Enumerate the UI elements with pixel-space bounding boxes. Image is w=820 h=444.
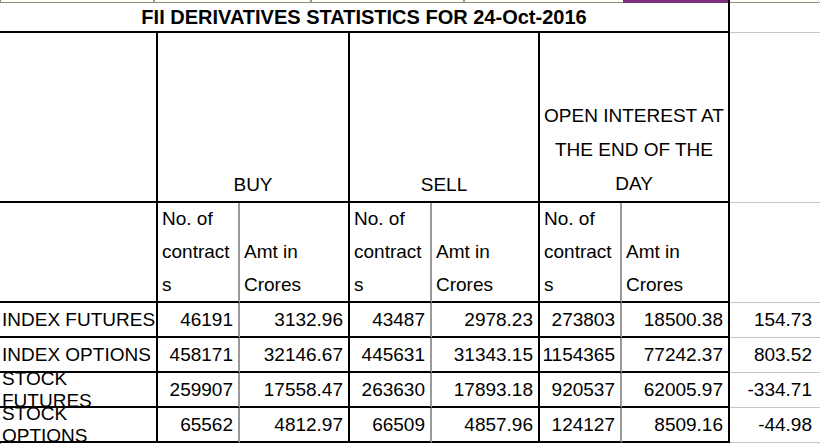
cell-net-value[interactable]: 803.52	[730, 338, 820, 373]
oi-amount-subheader[interactable]: Amt in Crores	[622, 203, 730, 303]
cell-buy-amount[interactable]: 4812.97	[240, 408, 350, 443]
cell-sell-amount[interactable]: 4857.96	[432, 408, 540, 443]
cell-oi-amount[interactable]: 18500.38	[622, 303, 730, 338]
cell-sell-contracts[interactable]: 66509	[350, 408, 432, 443]
cell-oi-contracts[interactable]: 920537	[540, 373, 622, 408]
row-label[interactable]: STOCK FUTURES	[0, 373, 158, 408]
cell-net-value[interactable]: -334.71	[730, 373, 820, 408]
cell-oi-contracts[interactable]: 273803	[540, 303, 622, 338]
sell-section-header[interactable]: SELL	[350, 33, 540, 203]
sell-amount-subheader[interactable]: Amt in Crores	[432, 203, 540, 303]
cell-sell-contracts[interactable]: 263630	[350, 373, 432, 408]
cell-buy-contracts[interactable]: 259907	[158, 373, 240, 408]
blank-cell[interactable]	[730, 33, 820, 203]
buy-contracts-subheader[interactable]: No. of contract s	[158, 203, 240, 303]
cell-buy-amount[interactable]: 17558.47	[240, 373, 350, 408]
cell-sell-amount[interactable]: 31343.15	[432, 338, 540, 373]
table-title-cell[interactable]: FII DERIVATIVES STATISTICS FOR 24-Oct-20…	[0, 3, 730, 33]
cell-sell-amount[interactable]: 2978.23	[432, 303, 540, 338]
cell-sell-amount[interactable]: 17893.18	[432, 373, 540, 408]
cell-net-value[interactable]: 154.73	[730, 303, 820, 338]
row-label[interactable]: INDEX OPTIONS	[0, 338, 158, 373]
fii-derivatives-table: FII DERIVATIVES STATISTICS FOR 24-Oct-20…	[0, 3, 820, 443]
cell-sell-contracts[interactable]: 43487	[350, 303, 432, 338]
spreadsheet-region: FII DERIVATIVES STATISTICS FOR 24-Oct-20…	[0, 0, 820, 444]
open-interest-section-header[interactable]: OPEN INTEREST AT THE END OF THE DAY	[540, 33, 730, 203]
cell-buy-amount[interactable]: 32146.67	[240, 338, 350, 373]
cell-oi-contracts[interactable]: 1154365	[540, 338, 622, 373]
blank-cell[interactable]	[730, 203, 820, 303]
cell-buy-amount[interactable]: 3132.96	[240, 303, 350, 338]
cell-oi-amount[interactable]: 77242.37	[622, 338, 730, 373]
oi-contracts-subheader[interactable]: No. of contract s	[540, 203, 622, 303]
buy-amount-subheader[interactable]: Amt in Crores	[240, 203, 350, 303]
blank-cell[interactable]	[0, 33, 158, 203]
blank-cell[interactable]	[730, 3, 820, 33]
cell-net-value[interactable]: -44.98	[730, 408, 820, 443]
cell-buy-contracts[interactable]: 46191	[158, 303, 240, 338]
cell-buy-contracts[interactable]: 458171	[158, 338, 240, 373]
cell-oi-amount[interactable]: 62005.97	[622, 373, 730, 408]
cell-buy-contracts[interactable]: 65562	[158, 408, 240, 443]
blank-cell[interactable]	[0, 203, 158, 303]
buy-section-header[interactable]: BUY	[158, 33, 350, 203]
sell-contracts-subheader[interactable]: No. of contract s	[350, 203, 432, 303]
cell-sell-contracts[interactable]: 445631	[350, 338, 432, 373]
row-label[interactable]: INDEX FUTURES	[0, 303, 158, 338]
row-label[interactable]: STOCK OPTIONS	[0, 408, 158, 443]
cell-oi-amount[interactable]: 8509.16	[622, 408, 730, 443]
cell-oi-contracts[interactable]: 124127	[540, 408, 622, 443]
